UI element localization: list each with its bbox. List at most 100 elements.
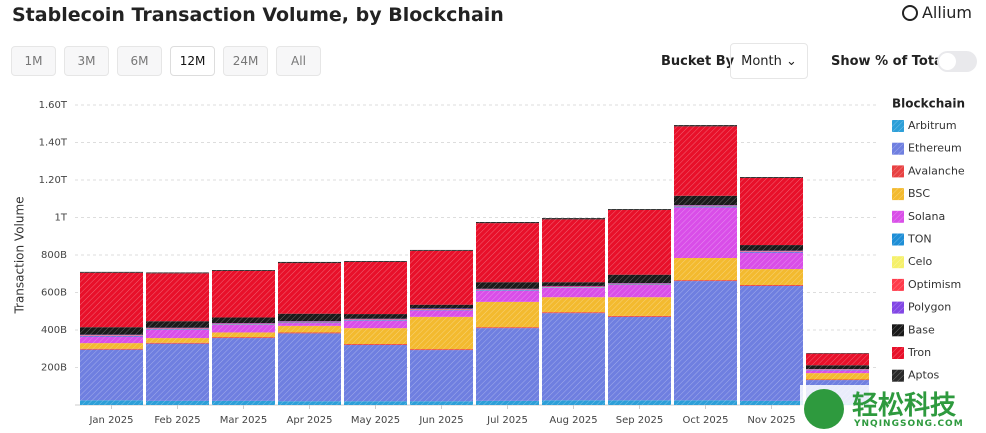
bar-texture bbox=[806, 379, 869, 381]
range-button[interactable]: All bbox=[276, 46, 321, 76]
x-tick-label: Oct 2025 bbox=[683, 415, 729, 426]
legend-swatch-texture bbox=[892, 324, 904, 337]
percent-toggle[interactable] bbox=[937, 51, 977, 72]
bar-texture bbox=[344, 320, 407, 329]
bar-texture bbox=[344, 261, 407, 262]
bucket-label: Bucket By bbox=[661, 54, 735, 69]
bar-texture bbox=[476, 327, 539, 329]
range-button[interactable]: 24M bbox=[223, 46, 268, 76]
range-button[interactable]: 12M bbox=[170, 46, 215, 76]
bar-texture bbox=[212, 324, 275, 325]
bar-texture bbox=[212, 323, 275, 325]
bar-texture bbox=[740, 252, 803, 270]
range-button[interactable]: 6M bbox=[117, 46, 162, 76]
legend-swatch-texture bbox=[892, 369, 904, 382]
bar-texture bbox=[410, 350, 473, 402]
logo: Allium bbox=[901, 3, 972, 22]
bar-texture bbox=[542, 282, 605, 286]
legend-label: Solana bbox=[908, 210, 945, 223]
y-tick-label: 600B bbox=[41, 288, 67, 299]
legend-swatch-texture bbox=[892, 142, 904, 155]
bar-texture bbox=[476, 223, 539, 283]
bar-texture bbox=[608, 283, 671, 285]
bar-texture bbox=[212, 270, 275, 271]
bar-texture bbox=[674, 281, 737, 401]
bar-texture bbox=[740, 250, 803, 252]
percent-label: Show % of Total bbox=[831, 54, 948, 69]
range-button[interactable]: 1M bbox=[11, 46, 56, 76]
y-axis-label: Transaction Volume bbox=[13, 196, 27, 314]
bar-texture bbox=[674, 195, 737, 206]
bar-texture bbox=[542, 312, 605, 314]
bar-texture bbox=[146, 342, 209, 344]
bar-texture bbox=[212, 323, 275, 324]
legend-label: BSC bbox=[908, 187, 930, 200]
bar-texture bbox=[410, 309, 473, 310]
bar-texture bbox=[542, 313, 605, 401]
bar-texture bbox=[278, 332, 341, 334]
x-tick-label: Mar 2025 bbox=[220, 415, 268, 426]
bar-texture bbox=[80, 343, 143, 349]
watermark-text: 轻松科技 bbox=[852, 391, 957, 421]
bar-texture bbox=[608, 315, 671, 317]
bar-texture bbox=[80, 272, 143, 328]
bar-texture bbox=[542, 286, 605, 288]
bar-texture bbox=[410, 250, 473, 305]
bar-texture bbox=[740, 252, 803, 253]
bar-texture bbox=[740, 285, 803, 286]
bar-texture bbox=[476, 290, 539, 302]
bar-texture bbox=[344, 344, 407, 345]
bar-texture bbox=[146, 329, 209, 330]
legend-label: Celo bbox=[908, 255, 933, 268]
bar-texture bbox=[674, 400, 737, 405]
bar-texture bbox=[146, 273, 209, 322]
bar-texture bbox=[608, 297, 671, 316]
y-tick-label: 400B bbox=[41, 325, 67, 336]
bar-texture bbox=[608, 283, 671, 284]
bar-texture bbox=[344, 318, 407, 320]
bar-texture bbox=[146, 329, 209, 339]
bar-texture bbox=[476, 282, 539, 289]
bar-texture bbox=[740, 245, 803, 251]
bar-texture bbox=[278, 321, 341, 322]
bar-texture bbox=[740, 251, 803, 252]
bar-texture bbox=[278, 261, 341, 264]
legend-swatch-texture bbox=[892, 347, 904, 359]
legend-swatch-texture bbox=[892, 233, 904, 246]
bar-texture bbox=[740, 177, 803, 246]
legend-title: Blockchain bbox=[892, 97, 965, 111]
bar-texture bbox=[542, 218, 605, 220]
bar-texture bbox=[542, 287, 605, 298]
legend-swatch-texture bbox=[892, 256, 904, 269]
bar-texture bbox=[344, 401, 407, 405]
bar-texture bbox=[740, 285, 803, 401]
y-tick-label: 1.40T bbox=[39, 138, 68, 149]
bar-texture bbox=[80, 336, 143, 344]
bar-texture bbox=[344, 319, 407, 320]
bar-texture bbox=[278, 323, 341, 326]
watermark-url: YNQINGSONG.COM bbox=[854, 419, 964, 429]
watermark: 轻松科技 YNQINGSONG.COM bbox=[800, 385, 986, 433]
bar-texture bbox=[674, 207, 737, 258]
bar-texture bbox=[674, 206, 737, 208]
bar-texture bbox=[410, 310, 473, 317]
bar-texture bbox=[146, 321, 209, 328]
legend-swatch-texture bbox=[892, 210, 904, 223]
legend-label: Aptos bbox=[908, 369, 940, 382]
bar-texture bbox=[806, 365, 869, 369]
range-button[interactable]: 3M bbox=[64, 46, 109, 76]
legend-swatch-texture bbox=[892, 188, 904, 201]
bar-texture bbox=[212, 338, 275, 401]
y-tick-label: 1.60T bbox=[39, 100, 68, 111]
bar-texture bbox=[410, 249, 473, 251]
bar-texture bbox=[410, 401, 473, 405]
x-tick-label: Apr 2025 bbox=[287, 415, 333, 426]
bucket-select[interactable]: Month ⌄ bbox=[730, 43, 808, 79]
bar-texture bbox=[80, 336, 143, 337]
bar-texture bbox=[608, 284, 671, 285]
bar-texture bbox=[674, 205, 737, 207]
bar-texture bbox=[278, 313, 341, 322]
x-tick-label: Feb 2025 bbox=[154, 415, 200, 426]
bar-texture bbox=[476, 290, 539, 291]
